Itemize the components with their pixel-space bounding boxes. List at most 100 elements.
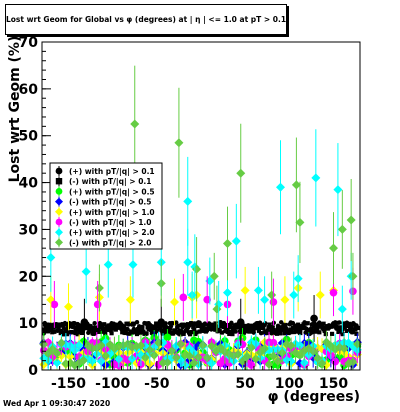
data-point bbox=[99, 323, 105, 328]
data-point bbox=[317, 330, 322, 335]
data-point bbox=[121, 324, 126, 329]
data-point bbox=[167, 326, 172, 331]
error-bars bbox=[43, 65, 358, 370]
data-point bbox=[288, 327, 293, 332]
data-point bbox=[267, 322, 272, 327]
data-point bbox=[263, 321, 268, 326]
legend-label: (-) with pT/|q| > 2.0 bbox=[69, 238, 151, 248]
legend-label: (-) with pT/|q| > 0.5 bbox=[69, 198, 151, 208]
data-point bbox=[150, 324, 156, 329]
data-point bbox=[67, 322, 72, 327]
data-point bbox=[171, 331, 176, 336]
data-point bbox=[219, 330, 224, 335]
data-point bbox=[155, 323, 160, 328]
data-point bbox=[345, 323, 351, 329]
data-point bbox=[237, 329, 242, 335]
data-point bbox=[131, 321, 136, 326]
x-axis-label: φ (degrees) bbox=[267, 389, 360, 405]
data-point bbox=[85, 325, 90, 330]
x-tick-label: 100 bbox=[275, 376, 304, 392]
data-point bbox=[109, 331, 114, 336]
data-point bbox=[215, 329, 220, 334]
data-point bbox=[249, 323, 254, 328]
data-point bbox=[63, 327, 69, 333]
data-point bbox=[308, 328, 313, 334]
data-point bbox=[113, 327, 118, 332]
data-point bbox=[181, 331, 186, 336]
data-point bbox=[230, 332, 235, 337]
y-tick-label: 0 bbox=[28, 363, 38, 379]
data-point bbox=[79, 330, 85, 336]
data-point bbox=[111, 326, 116, 331]
data-point bbox=[268, 325, 273, 330]
data-point bbox=[282, 331, 287, 336]
data-point bbox=[94, 325, 99, 330]
data-point bbox=[251, 329, 256, 334]
data-point bbox=[104, 324, 109, 329]
data-point bbox=[190, 329, 195, 335]
data-point bbox=[220, 322, 225, 327]
data-point bbox=[264, 330, 269, 336]
x-tick-label: -150 bbox=[51, 376, 86, 392]
data-point bbox=[149, 326, 154, 331]
legend-label: (-) with pT/|q| > 1.0 bbox=[69, 218, 151, 228]
data-point bbox=[261, 325, 266, 331]
data-point bbox=[222, 323, 228, 328]
data-point bbox=[62, 330, 68, 335]
x-tick-label: 0 bbox=[196, 376, 206, 392]
data-point bbox=[265, 328, 270, 333]
data-point bbox=[128, 329, 133, 334]
data-point bbox=[255, 325, 260, 331]
data-point bbox=[278, 331, 283, 336]
y-tick-label: 20 bbox=[19, 269, 39, 285]
data-point bbox=[191, 325, 196, 330]
data-point bbox=[236, 323, 241, 328]
data-point bbox=[50, 330, 55, 335]
legend-box bbox=[49, 162, 163, 250]
data-point bbox=[80, 328, 86, 333]
data-point bbox=[192, 327, 197, 332]
y-axis-label: Lost wrt Geom (%) bbox=[7, 35, 23, 183]
data-point bbox=[335, 325, 340, 331]
data-point bbox=[75, 332, 80, 337]
data-point bbox=[213, 321, 218, 326]
data-point bbox=[46, 324, 52, 329]
data-point bbox=[217, 328, 222, 333]
data-point bbox=[314, 329, 319, 334]
x-tick-label: 150 bbox=[319, 376, 348, 392]
data-point bbox=[212, 323, 217, 328]
data-point bbox=[331, 324, 336, 329]
data-point bbox=[184, 327, 189, 332]
chart-title: Lost wrt Geom for Global vs φ (degrees) … bbox=[5, 4, 287, 35]
data-point bbox=[224, 327, 229, 332]
data-point bbox=[154, 321, 159, 326]
data-point bbox=[320, 325, 325, 330]
data-point bbox=[194, 330, 199, 335]
data-point bbox=[83, 321, 88, 326]
data-point bbox=[180, 322, 185, 327]
data-point bbox=[303, 321, 308, 326]
data-point bbox=[65, 332, 70, 337]
data-point bbox=[321, 321, 326, 326]
data-point bbox=[226, 322, 231, 328]
data-point bbox=[349, 325, 354, 330]
data-point bbox=[44, 322, 50, 327]
y-tick-label: 10 bbox=[19, 316, 39, 332]
data-point bbox=[42, 322, 47, 327]
data-point bbox=[231, 325, 236, 330]
data-point bbox=[41, 327, 46, 332]
data-point bbox=[197, 329, 202, 334]
data-point bbox=[71, 324, 76, 329]
data-point bbox=[58, 331, 63, 336]
data-point bbox=[341, 322, 346, 327]
data-point bbox=[271, 327, 276, 332]
data-point bbox=[78, 323, 83, 329]
data-point bbox=[336, 329, 341, 335]
data-point bbox=[76, 323, 81, 328]
y-tick-label: 30 bbox=[19, 222, 39, 238]
data-point bbox=[112, 323, 117, 328]
data-point bbox=[69, 329, 74, 335]
x-tick-label: 50 bbox=[235, 376, 255, 392]
datestamp: Wed Apr 1 09:30:47 2020 bbox=[3, 399, 111, 408]
